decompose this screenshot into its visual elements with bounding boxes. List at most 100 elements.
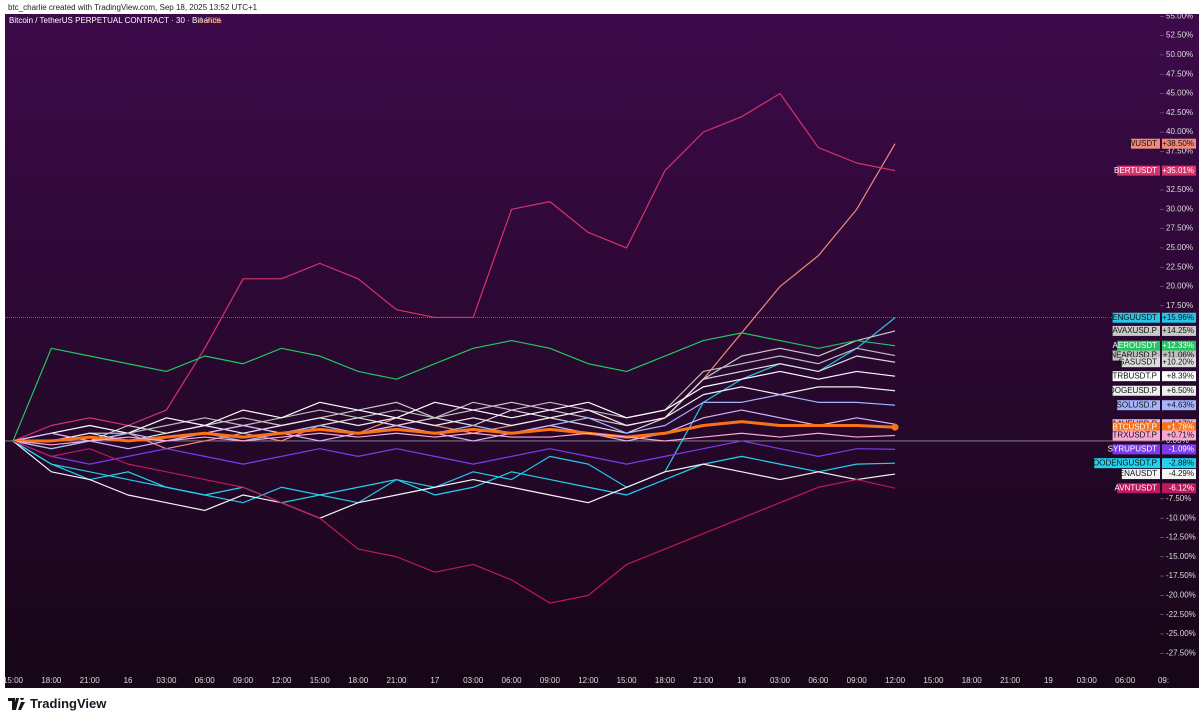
x-tick-label: 21:00 <box>1000 676 1021 685</box>
credit: btc_charlie created with TradingView.com… <box>8 3 258 12</box>
x-tick-label: 12:00 <box>885 676 906 685</box>
series-end-label: AVAXUSD.P +14.25% <box>1112 325 1196 336</box>
value-label-box <box>1162 371 1196 382</box>
series-line <box>12 332 896 442</box>
value-label: +15.96% <box>1162 313 1194 322</box>
y-tick-label: 52.50% <box>1166 31 1193 40</box>
series-line <box>12 330 896 442</box>
x-tick-label: 09:00 <box>540 676 561 685</box>
legend-name-box <box>1117 340 1160 351</box>
y-tick-label: 47.50% <box>1166 69 1193 78</box>
title-change: 1.78% <box>199 16 222 25</box>
x-tick-label: 18:00 <box>41 676 62 685</box>
legend-name: MOODENGUSDT.P <box>1086 458 1157 467</box>
legend-name: AEROUSDT <box>1113 341 1158 350</box>
y-tick-label: 42.50% <box>1166 108 1193 117</box>
legend-name: BERTUSDT <box>1114 166 1157 175</box>
series-line <box>12 440 896 604</box>
x-tick-label: 18:00 <box>962 676 983 685</box>
x-tick-label: 19 <box>1044 676 1053 685</box>
legend-name: TRXUSDT.P <box>1113 431 1157 440</box>
y-tick-label: -25.00% <box>1166 629 1196 638</box>
y-tick-label: -15.00% <box>1166 552 1196 561</box>
series-line <box>12 440 896 465</box>
x-tick-label: 03:00 <box>156 676 177 685</box>
legend-name-box <box>1121 469 1160 480</box>
value-label: +8.39% <box>1167 371 1194 380</box>
legend-name: DOGEUSD.P <box>1109 386 1157 395</box>
value-label: +4.63% <box>1167 400 1194 409</box>
x-tick-label: 18:00 <box>348 676 369 685</box>
x-tick-label: 21:00 <box>80 676 101 685</box>
y-tick-label: 27.50% <box>1166 224 1193 233</box>
value-label-box <box>1162 400 1196 411</box>
value-label-box <box>1162 422 1196 433</box>
value-label-box <box>1162 340 1196 351</box>
x-tick-label: 15:00 <box>617 676 638 685</box>
series-line <box>12 317 896 504</box>
series-line <box>12 440 896 519</box>
value-label-box <box>1162 165 1196 176</box>
value-label: +11.06% <box>1163 351 1194 360</box>
legend-name: AVAXUSD.P <box>1112 326 1157 335</box>
legend-name-box <box>1112 371 1160 382</box>
series-end-label: ENAUSDT -4.29% <box>1119 469 1196 480</box>
x-tick-label: 18 <box>737 676 746 685</box>
legend-name-box <box>1112 422 1160 433</box>
series-end-label: TRBUSDT.P +8.39% <box>1112 371 1196 382</box>
y-tick-label: 20.00% <box>1166 282 1193 291</box>
x-tick-label: 12:00 <box>271 676 292 685</box>
value-label-box <box>1162 357 1196 368</box>
legend-name: NEARUSD.P <box>1110 351 1157 360</box>
value-label: +6.50% <box>1167 386 1194 395</box>
series-line <box>13 420 896 443</box>
x-tick-label: 21:00 <box>386 676 407 685</box>
chart-title: Bitcoin / TetherUS PERPETUAL CONTRACT · … <box>9 16 221 25</box>
legend-name-box <box>1131 138 1160 149</box>
legend-name-box <box>1112 444 1160 455</box>
value-label-box <box>1162 444 1196 455</box>
legend-name: GASUSDT <box>1118 357 1157 366</box>
x-tick-label: 21:00 <box>693 676 714 685</box>
x-tick-label: 16 <box>124 676 133 685</box>
x-tick-label: 09: <box>1158 676 1169 685</box>
value-label-box <box>1162 312 1196 323</box>
value-label: +0.71% <box>1167 431 1194 440</box>
end-dot <box>891 423 899 431</box>
series-line <box>12 409 896 450</box>
legend-name-box <box>1112 325 1160 336</box>
y-tick-label: -20.00% <box>1166 590 1196 599</box>
x-tick-label: 06:00 <box>808 676 829 685</box>
series-end-label: TRXUSDT.P +0.71% <box>1113 430 1196 441</box>
value-label: +38.50% <box>1162 139 1194 148</box>
brand: TradingView <box>8 696 106 711</box>
legend-name-box <box>1112 350 1160 361</box>
y-tick-label: -7.50% <box>1166 494 1191 503</box>
value-label: -2.88% <box>1169 458 1194 467</box>
x-tick-label: 06:00 <box>1115 676 1136 685</box>
value-label-box <box>1162 325 1196 336</box>
y-tick-label: 0.00% <box>1166 436 1189 445</box>
x-tick-label: 15:00 <box>310 676 331 685</box>
legend-name-box <box>1117 400 1160 411</box>
legend-name: AVNTUSDT <box>1114 483 1157 492</box>
y-tick-label: 50.00% <box>1166 50 1193 59</box>
x-tick-label: 03:00 <box>1077 676 1098 685</box>
plot-background <box>5 14 1199 688</box>
series-line <box>12 394 896 450</box>
y-tick-label: 30.00% <box>1166 204 1193 213</box>
series-line <box>13 386 896 442</box>
y-tick-label: 22.50% <box>1166 262 1193 271</box>
y-tick-label: -10.00% <box>1166 513 1196 522</box>
x-tick-label: 06:00 <box>195 676 216 685</box>
series-end-label: WUSDT +38.50% <box>1128 138 1196 149</box>
series-line <box>12 92 896 442</box>
legend-name-box <box>1121 357 1160 368</box>
legend-name-box <box>1112 312 1160 323</box>
series-end-label: MOODENGUSDT.P -2.88% <box>1086 458 1196 469</box>
value-label: -6.12% <box>1169 483 1194 492</box>
x-tick-label: 17 <box>430 676 439 685</box>
brand-logo <box>8 697 25 710</box>
series-line <box>12 440 896 504</box>
y-tick-label: -27.50% <box>1166 648 1196 657</box>
